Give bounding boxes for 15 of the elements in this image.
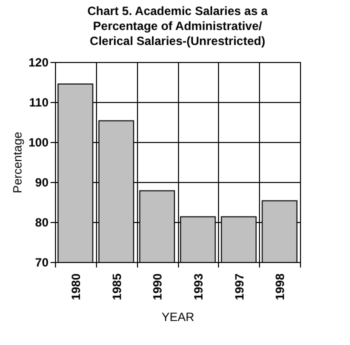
y-tick-label: 90 (35, 176, 49, 190)
x-tick-label: 1998 (273, 273, 288, 300)
chart-title: Chart 5. Academic Salaries as a Percentage of Administrative/ Clerical Salaries-(Unrestricted) (87, 4, 268, 48)
y-tick-label: 100 (28, 136, 49, 150)
y-axis-title: Percentage (10, 131, 24, 194)
x-tick-label: 1990 (150, 273, 165, 300)
y-tick-label: 80 (35, 216, 49, 230)
x-tick-label: 1997 (232, 273, 246, 300)
x-tick-label: 1980 (68, 273, 83, 300)
y-tick-label: 110 (29, 96, 49, 110)
y-tick-label: 70 (35, 256, 49, 270)
y-tick-label: 120 (28, 56, 49, 70)
x-tick-label: 1993 (191, 273, 206, 300)
x-axis-title: YEAR (162, 310, 195, 324)
x-tick-label: 1985 (110, 273, 124, 300)
